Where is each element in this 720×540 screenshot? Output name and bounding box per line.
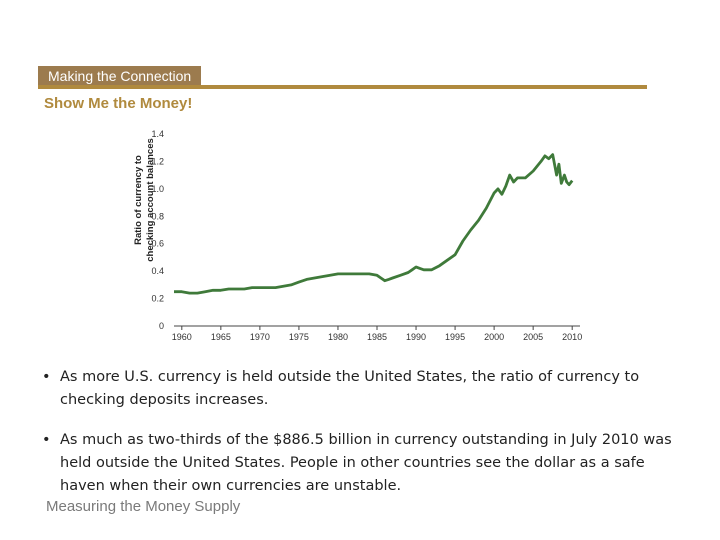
x-tick-label: 1980 <box>328 332 348 342</box>
x-tick-label: 1985 <box>367 332 387 342</box>
x-tick-label: 2000 <box>484 332 504 342</box>
series-line <box>174 153 574 295</box>
header-rule <box>38 85 647 89</box>
bullet-marker: • <box>42 432 51 448</box>
x-tick-label: 1965 <box>211 332 231 342</box>
y-tick-labels: 0 0.2 0.4 0.6 0.8 1.0 1.2 1.4 <box>151 129 164 331</box>
bullet-item: • As more U.S. currency is held outside … <box>40 366 690 412</box>
y-tick-label: 0.4 <box>151 266 164 276</box>
y-tick-label: 1.4 <box>151 129 164 139</box>
y-axis-title-line2: checking account balances <box>145 138 156 262</box>
bullet-text: As more U.S. currency is held outside th… <box>60 369 640 408</box>
plot-area <box>174 153 574 295</box>
y-tick-label: 1.2 <box>151 156 164 166</box>
bullet-marker: • <box>42 369 51 385</box>
y-tick-label: 0.2 <box>151 294 164 304</box>
footer-caption: Measuring the Money Supply <box>46 498 241 515</box>
x-tick-label: 1975 <box>289 332 309 342</box>
bullet-text: As much as two-thirds of the $886.5 bill… <box>60 432 672 494</box>
x-tick-label: 2010 <box>562 332 582 342</box>
x-tick-label: 1960 <box>172 332 192 342</box>
y-axis-title-line1: Ratio of currency to <box>133 155 144 245</box>
x-tick-label: 2005 <box>523 332 543 342</box>
y-tick-label: 0.6 <box>151 239 164 249</box>
y-tick-label: 0 <box>159 321 164 331</box>
section-tab: Making the Connection <box>38 66 202 87</box>
y-tick-label: 1.0 <box>151 184 164 194</box>
bullet-list: • As more U.S. currency is held outside … <box>40 366 690 515</box>
bullet-item: • As much as two-thirds of the $886.5 bi… <box>40 429 690 498</box>
x-tick-labels: 1960 1965 1970 1975 1980 1985 1990 1995 2000 2005… <box>172 332 582 342</box>
slide-subtitle: Show Me the Money! <box>44 95 193 112</box>
x-tick-label: 1990 <box>406 332 426 342</box>
y-tick-label: 0.8 <box>151 211 164 221</box>
y-axis-title: Ratio of currency to checking account ba… <box>133 138 156 262</box>
currency-ratio-chart: Ratio of currency to checking account ba… <box>133 129 582 342</box>
chart-axes <box>174 325 580 330</box>
x-tick-label: 1995 <box>445 332 465 342</box>
x-tick-label: 1970 <box>250 332 270 342</box>
